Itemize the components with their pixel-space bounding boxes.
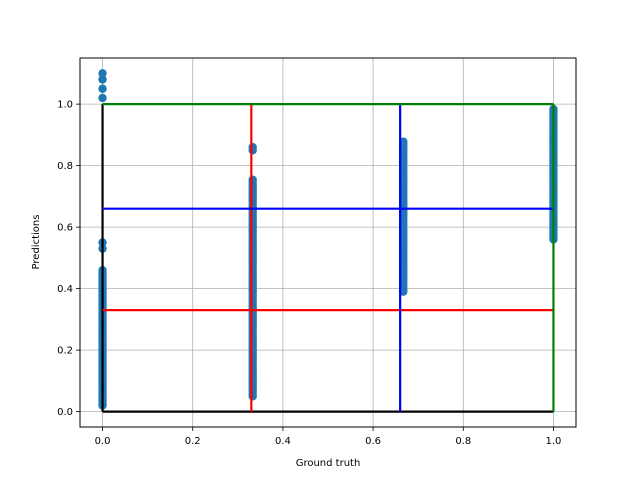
y-tick-label: 0.0 <box>57 407 73 418</box>
data-point <box>98 69 107 78</box>
y-tick-label: 1.0 <box>57 100 73 111</box>
y-tick-label: 0.4 <box>57 284 73 295</box>
plot-frame <box>79 57 577 428</box>
y-tick-label: 0.6 <box>57 223 73 234</box>
reference-lines <box>101 103 555 413</box>
y-tick-label: 0.2 <box>57 346 73 357</box>
x-axis-ticks: 0.0 0.2 0.4 0.6 0.8 1.0 <box>95 427 562 447</box>
data-point <box>248 142 257 152</box>
data-point <box>248 175 257 184</box>
y-tick-label: 0.8 <box>57 161 73 172</box>
x-tick-label: 0.8 <box>455 436 471 447</box>
x-axis-label: Ground truth <box>296 458 361 469</box>
data-point <box>98 93 107 103</box>
x-tick-label: 0.6 <box>365 436 381 447</box>
data-point <box>98 84 107 93</box>
y-axis-ticks: 0.0 0.2 0.4 0.6 0.8 1.0 <box>57 100 80 418</box>
y-axis-label: Predictions <box>31 215 42 270</box>
x-tick-label: 0.2 <box>185 436 201 447</box>
x-tick-label: 0.0 <box>95 436 111 447</box>
data-point <box>98 75 107 84</box>
x-tick-label: 0.4 <box>275 436 291 447</box>
plot-background <box>80 58 576 427</box>
x-tick-label: 1.0 <box>546 436 562 447</box>
